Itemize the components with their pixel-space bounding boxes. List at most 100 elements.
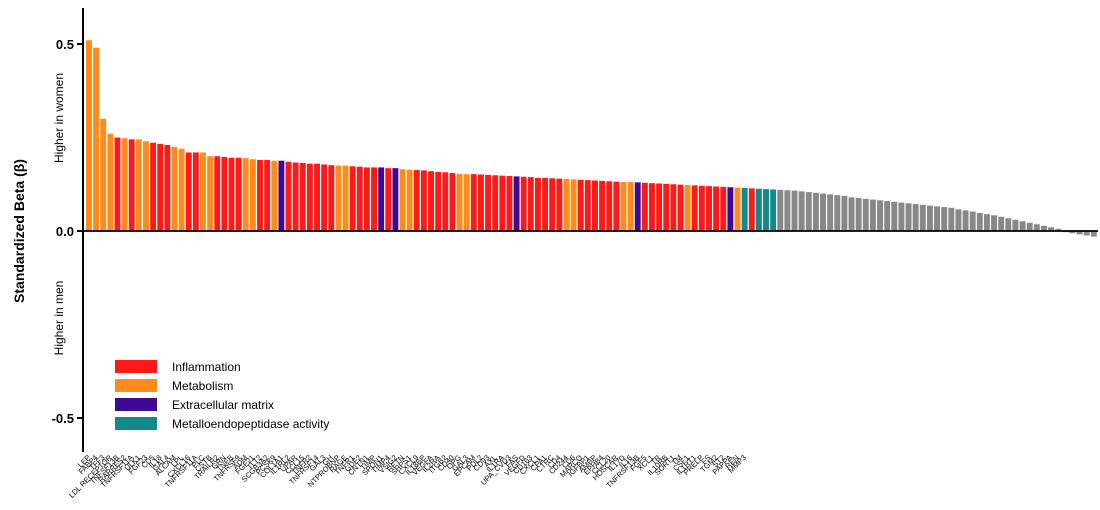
bar	[492, 175, 499, 231]
bar	[485, 174, 492, 231]
y-ticks-group: 0.5 0.0 -0.5	[52, 37, 83, 426]
bar	[1048, 227, 1055, 231]
bar	[335, 165, 342, 231]
bar	[684, 185, 691, 231]
bar	[1012, 219, 1019, 231]
bar	[314, 163, 320, 231]
bar	[121, 138, 128, 231]
bar	[770, 189, 777, 231]
bar	[406, 169, 413, 231]
bar	[86, 40, 92, 232]
region-label-lower: Higher in men	[52, 281, 66, 356]
bar	[93, 47, 100, 231]
bar	[862, 198, 869, 231]
bar	[1033, 224, 1040, 231]
bar	[919, 204, 926, 231]
bar	[143, 141, 149, 231]
bar	[741, 187, 748, 231]
bar	[306, 163, 313, 231]
bar	[820, 193, 826, 231]
bar	[1055, 228, 1062, 231]
bar	[292, 162, 299, 231]
bar	[428, 171, 435, 231]
bar	[634, 182, 641, 231]
bar	[349, 166, 356, 231]
bar	[641, 182, 648, 231]
bar	[513, 176, 520, 231]
bar	[463, 174, 470, 231]
bar	[164, 144, 171, 231]
bar	[827, 194, 834, 231]
bar	[834, 195, 841, 231]
bar	[791, 190, 798, 231]
bar	[520, 176, 527, 231]
bar	[378, 167, 385, 231]
bar	[214, 156, 221, 231]
bar	[1026, 222, 1033, 231]
bar	[527, 177, 534, 231]
bar	[328, 165, 335, 231]
bar	[264, 159, 271, 231]
legend-label: Metalloendopeptidase activity	[172, 417, 329, 431]
bar	[1090, 231, 1097, 237]
bar	[848, 197, 855, 231]
legend-swatch	[115, 398, 157, 411]
y-tick-label: -0.5	[52, 411, 74, 426]
bar	[135, 139, 142, 231]
bar	[499, 175, 506, 231]
bar	[613, 181, 620, 231]
bar	[100, 118, 107, 231]
bar	[926, 205, 933, 231]
bar	[249, 159, 256, 231]
bar	[962, 210, 969, 231]
region-label-upper: Higher in women	[52, 73, 66, 163]
bar	[157, 143, 164, 231]
bar	[777, 189, 784, 231]
bar	[891, 201, 898, 231]
bar	[435, 171, 442, 231]
bar	[663, 183, 670, 231]
bar	[912, 204, 919, 231]
y-axis-title: Standardized Beta (β)	[11, 159, 27, 303]
legend-swatch	[115, 379, 157, 392]
bar	[991, 215, 998, 231]
bar	[877, 200, 883, 231]
bar	[734, 187, 741, 231]
bar	[449, 173, 456, 231]
legend-swatch	[115, 417, 157, 430]
bar	[477, 174, 484, 231]
bar	[420, 170, 427, 231]
bar	[706, 186, 712, 231]
bar	[720, 186, 727, 231]
bar	[549, 178, 556, 231]
bar	[257, 159, 263, 231]
bar	[178, 148, 185, 231]
bar	[948, 207, 955, 231]
bar	[285, 161, 292, 231]
bar	[556, 178, 563, 231]
bar	[356, 166, 363, 231]
bar	[200, 152, 206, 231]
bar	[955, 209, 962, 231]
bar	[228, 157, 235, 231]
bar	[413, 170, 420, 231]
bar	[235, 157, 242, 231]
bar	[805, 192, 812, 231]
bar	[656, 183, 663, 231]
bar	[713, 186, 720, 231]
bar	[1083, 231, 1090, 236]
bar	[442, 172, 449, 231]
bar	[1069, 231, 1076, 234]
bar	[242, 158, 249, 231]
legend-label: Metabolism	[172, 379, 233, 393]
bar	[221, 156, 228, 231]
bar	[534, 177, 541, 231]
bar	[577, 179, 584, 231]
bar	[941, 207, 948, 231]
bar	[727, 187, 734, 231]
bar	[855, 198, 862, 231]
bar	[592, 180, 598, 231]
bar	[584, 180, 591, 231]
bar	[983, 214, 990, 231]
